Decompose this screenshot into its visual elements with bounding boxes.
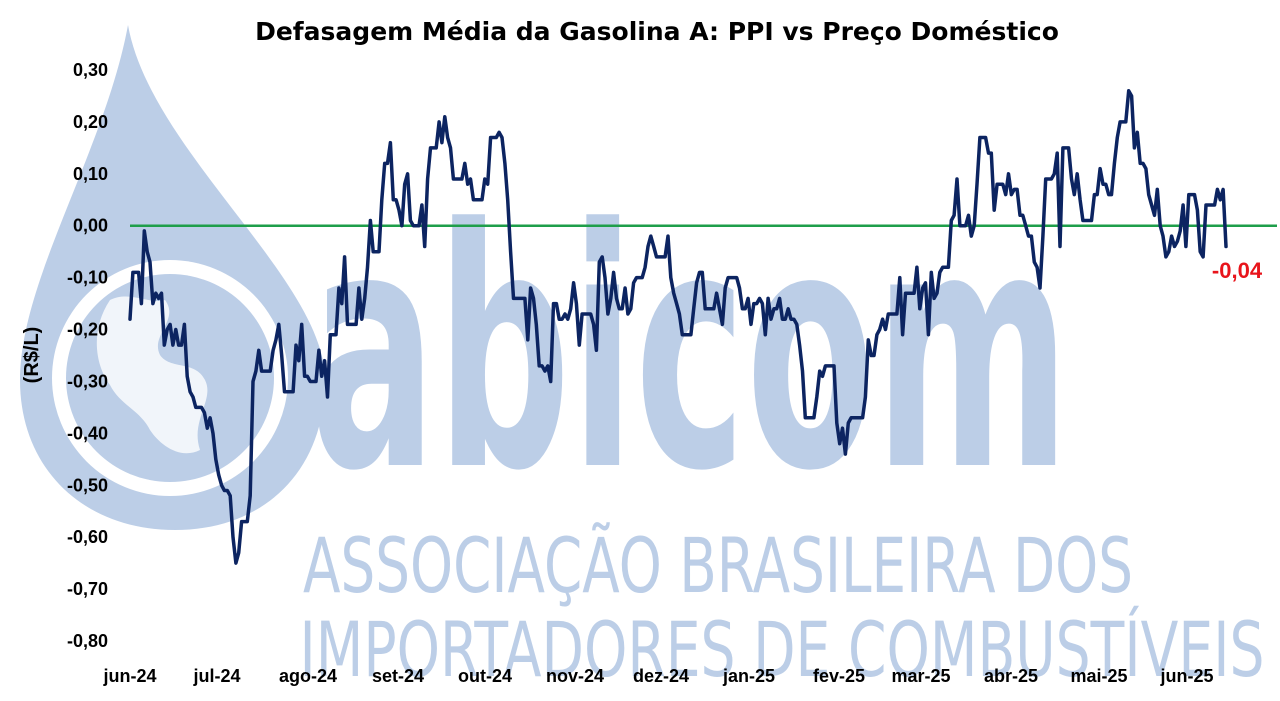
y-tick-label: -0,30 <box>67 371 108 391</box>
x-tick-label: ago-24 <box>279 666 337 686</box>
y-axis-title: (R$/L) <box>21 327 43 384</box>
x-tick-label: jan-25 <box>722 666 775 686</box>
watermark-continents-icon <box>96 296 208 454</box>
x-tick-label: nov-24 <box>546 666 604 686</box>
x-tick-label: mar-25 <box>891 666 950 686</box>
x-tick-label: jun-24 <box>102 666 156 686</box>
y-tick-label: 0,30 <box>73 60 108 80</box>
y-tick-label: -0,40 <box>67 423 108 443</box>
x-tick-label: abr-25 <box>984 666 1038 686</box>
last-value-label: -0,04 <box>1212 258 1263 283</box>
x-tick-label: fev-25 <box>813 666 865 686</box>
y-tick-label: 0,10 <box>73 164 108 184</box>
y-tick-label: -0,80 <box>67 631 108 651</box>
y-tick-label: -0,20 <box>67 320 108 340</box>
watermark-line-1: ASSOCIAÇÃO BRASILEIRA DOS <box>303 521 1133 610</box>
x-axis-ticks: jun-24 jul-24 ago-24 set-24 out-24 nov-24 dez-… <box>102 666 1213 686</box>
y-tick-label: 0,00 <box>73 216 108 236</box>
x-tick-label: mai-25 <box>1070 666 1127 686</box>
y-tick-label: 0,20 <box>73 112 108 132</box>
x-tick-label: dez-24 <box>633 666 689 686</box>
x-tick-label: jun-25 <box>1159 666 1213 686</box>
y-tick-label: -0,70 <box>67 579 108 599</box>
y-axis-ticks: 0,30 0,20 0,10 0,00 -0,10 -0,20 -0,30 -0,40 -0,5… <box>67 60 108 651</box>
watermark-brand: abicom <box>310 159 1070 543</box>
x-tick-label: out-24 <box>458 666 512 686</box>
watermark-line-2: IMPORTADORES DE COMBUSTÍVEIS <box>300 605 1265 694</box>
y-tick-label: -0,10 <box>67 268 108 288</box>
series-line <box>128 89 1228 565</box>
y-tick-label: -0,60 <box>67 527 108 547</box>
chart-title: Defasagem Média da Gasolina A: PPI vs Pr… <box>255 17 1059 46</box>
x-tick-label: jul-24 <box>192 666 240 686</box>
x-tick-label: set-24 <box>372 666 424 686</box>
y-tick-label: -0,50 <box>67 475 108 495</box>
watermark: abicom ASSOCIAÇÃO BRASILEIRA DOS IMPORTA… <box>20 25 1265 694</box>
